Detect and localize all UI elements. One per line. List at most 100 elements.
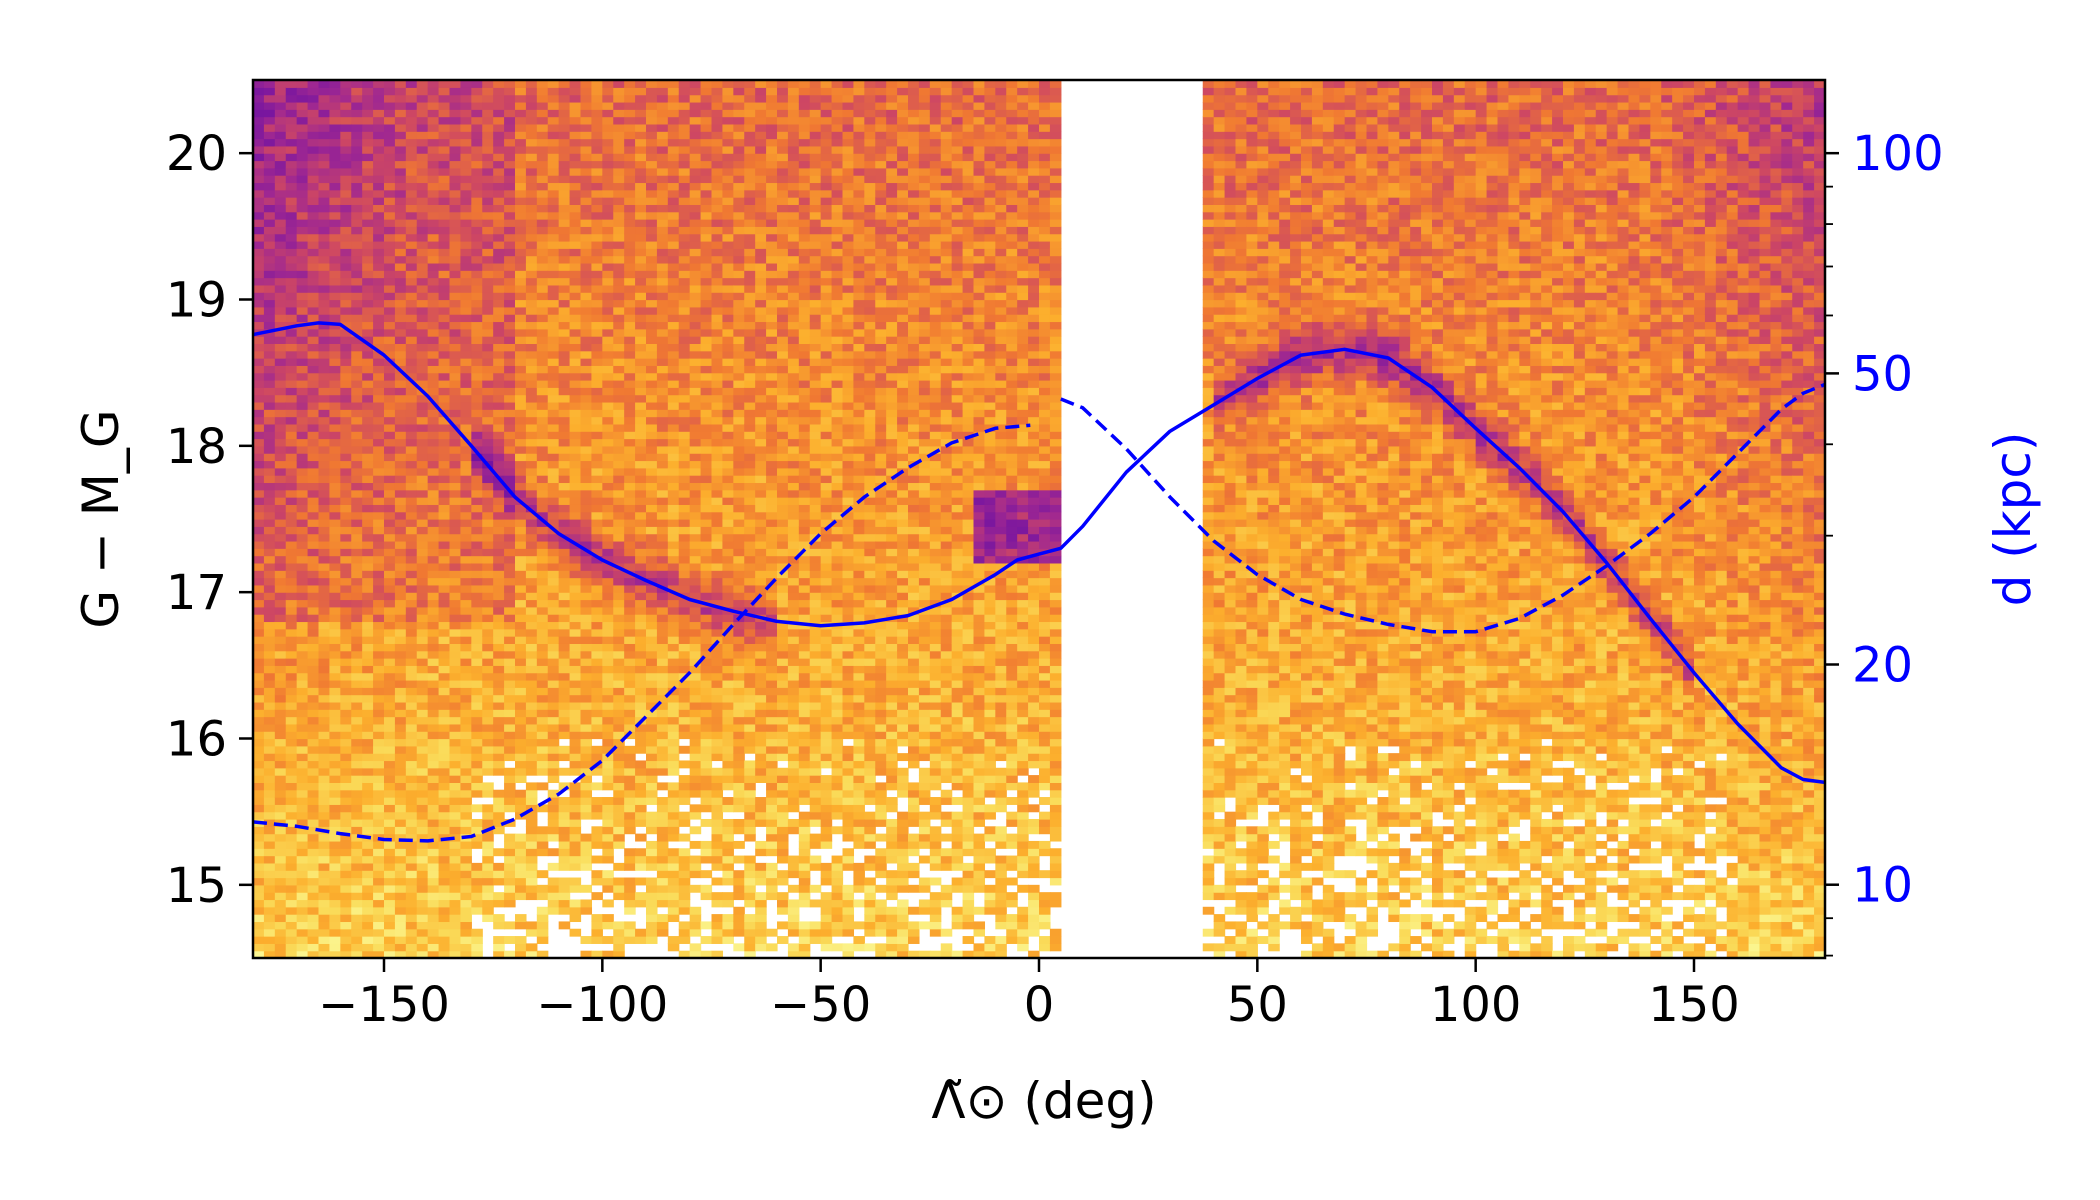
heatmap-cell — [307, 416, 320, 425]
heatmap-cell — [394, 818, 407, 827]
heatmap-cell — [362, 504, 374, 513]
heatmap-cell — [656, 365, 669, 374]
heatmap-cell — [263, 892, 276, 901]
heatmap-cell — [318, 665, 331, 674]
heatmap-cell — [373, 936, 385, 944]
heatmap-cell — [362, 248, 374, 257]
heatmap-cell — [482, 394, 494, 403]
heatmap-cell — [591, 840, 603, 849]
heatmap-cell — [624, 540, 636, 549]
heatmap-cell — [362, 350, 374, 359]
heatmap-cell — [493, 804, 505, 813]
heatmap-cell — [624, 94, 636, 103]
heatmap-cell — [504, 848, 516, 857]
heatmap-cell — [613, 540, 625, 549]
heatmap-cell — [471, 577, 483, 586]
heatmap-cell — [384, 826, 396, 835]
heatmap-cell — [525, 665, 538, 674]
heatmap-cell — [635, 153, 647, 162]
heatmap-cell — [373, 101, 385, 110]
heatmap-cell — [460, 928, 472, 937]
heatmap-cell — [285, 306, 298, 315]
heatmap-cell — [646, 489, 658, 498]
heatmap-cell — [318, 855, 331, 864]
heatmap-cell — [635, 804, 647, 813]
heatmap-cell — [525, 884, 538, 893]
heatmap-cell — [394, 658, 407, 666]
heatmap-cell — [329, 233, 341, 242]
heatmap-cell — [536, 211, 549, 220]
heatmap-cell — [667, 570, 680, 579]
heatmap-cell — [340, 219, 352, 227]
heatmap-cell — [329, 299, 341, 308]
heatmap-cell — [515, 731, 527, 740]
heatmap-cell — [493, 292, 505, 301]
heatmap-cell — [711, 577, 724, 586]
heatmap-cell — [667, 511, 680, 520]
heatmap-cell — [351, 204, 363, 213]
heatmap-cell — [493, 131, 505, 140]
heatmap-cell — [253, 197, 265, 205]
heatmap-cell — [351, 504, 363, 513]
heatmap-cell — [547, 892, 560, 901]
heatmap-cell — [460, 489, 472, 498]
heatmap-cell — [351, 570, 363, 579]
heatmap-cell — [493, 153, 505, 162]
heatmap-cell — [591, 123, 603, 132]
heatmap-cell — [340, 606, 352, 615]
heatmap-cell — [569, 577, 582, 586]
heatmap-cell — [646, 145, 658, 154]
heatmap-cell — [438, 226, 451, 235]
heatmap-cell — [329, 94, 341, 103]
heatmap-cell — [405, 306, 418, 315]
heatmap-cell — [394, 650, 407, 659]
heatmap-cell — [591, 109, 603, 118]
heatmap-cell — [318, 423, 331, 432]
heatmap-cell — [384, 219, 396, 227]
heatmap-cell — [678, 438, 691, 447]
heatmap-cell — [362, 679, 374, 688]
heatmap-cell — [427, 101, 440, 110]
heatmap-cell — [547, 533, 560, 542]
heatmap-cell — [700, 343, 713, 352]
heatmap-cell — [296, 570, 309, 579]
heatmap-cell — [569, 592, 582, 601]
heatmap-cell — [711, 123, 724, 132]
heatmap-cell — [569, 723, 582, 732]
heatmap-cell — [253, 658, 265, 666]
heatmap-cell — [296, 679, 309, 688]
heatmap-cell — [460, 921, 472, 930]
heatmap-cell — [405, 643, 418, 652]
heatmap-cell — [373, 914, 385, 923]
heatmap-cell — [482, 665, 494, 674]
heatmap-cell — [460, 584, 472, 593]
heatmap-cell — [547, 797, 560, 805]
heatmap-cell — [613, 709, 625, 718]
heatmap-cell — [373, 409, 385, 418]
heatmap-cell — [678, 877, 691, 886]
heatmap-cell — [438, 665, 451, 674]
heatmap-cell — [602, 519, 614, 527]
heatmap-cell — [624, 299, 636, 308]
heatmap-cell — [482, 299, 494, 308]
heatmap-cell — [656, 526, 669, 535]
heatmap-cell — [547, 219, 560, 227]
heatmap-cell — [722, 862, 734, 871]
heatmap-cell — [449, 270, 462, 279]
heatmap-cell — [405, 299, 418, 308]
heatmap-cell — [656, 350, 669, 359]
heatmap-cell — [689, 650, 702, 659]
heatmap-cell — [591, 716, 603, 725]
heatmap-cell — [263, 599, 276, 608]
heatmap-cell — [384, 679, 396, 688]
heatmap-cell — [558, 204, 571, 213]
heatmap-cell — [504, 950, 516, 958]
heatmap-cell — [482, 687, 494, 696]
heatmap-cell — [253, 789, 265, 798]
heatmap-cell — [580, 306, 593, 315]
heatmap-cell — [482, 423, 494, 432]
heatmap-cell — [460, 460, 472, 469]
heatmap-cell — [711, 343, 724, 352]
heatmap-cell — [471, 240, 483, 249]
heatmap-cell — [525, 833, 538, 842]
